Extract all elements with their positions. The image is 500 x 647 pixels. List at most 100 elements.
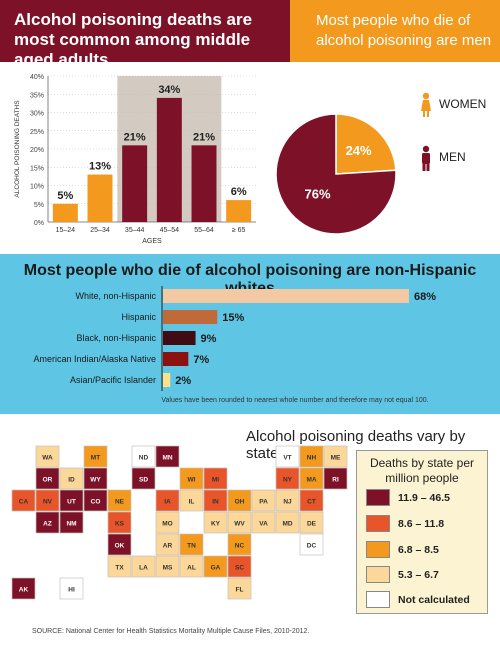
legend-swatch-2 bbox=[366, 515, 390, 532]
state-nd: ND bbox=[131, 445, 156, 468]
race-bar-value: 68% bbox=[414, 291, 436, 303]
state-label: LA bbox=[139, 565, 148, 572]
state-label: VA bbox=[259, 521, 268, 528]
pie-slice bbox=[276, 113, 397, 235]
state-label: CA bbox=[19, 499, 29, 506]
state-ct: CT bbox=[299, 489, 324, 512]
state-label: MI bbox=[212, 477, 219, 484]
state-label: PA bbox=[259, 499, 268, 506]
race-section-background bbox=[0, 254, 500, 414]
state-ca: CA bbox=[11, 489, 36, 512]
race-bar bbox=[163, 310, 218, 324]
y-tick-label: 0% bbox=[34, 220, 44, 227]
state-ne: NE bbox=[107, 489, 132, 512]
state-ok: OK bbox=[107, 533, 132, 556]
state-dc: DC bbox=[299, 533, 324, 556]
x-tick-label: ≥ 65 bbox=[232, 227, 246, 234]
state-label: VT bbox=[283, 455, 291, 462]
state-al: AL bbox=[179, 555, 204, 578]
race-bar-value: 2% bbox=[175, 375, 191, 387]
state-mi: MI bbox=[203, 467, 228, 490]
age-bar-value: 13% bbox=[89, 161, 111, 173]
state-id: ID bbox=[59, 467, 84, 490]
us-state-map: WA OR CA NV ID MT WY UT AZ CO NM ND SD NE KS OK TX MN IA MO… bbox=[11, 445, 348, 600]
state-nm: NM bbox=[59, 511, 84, 534]
pie-slice-value: 24% bbox=[346, 143, 372, 158]
race-bar bbox=[163, 289, 409, 303]
age-chart-title: Alcohol poisoning deaths are most common… bbox=[0, 0, 290, 69]
state-or: OR bbox=[35, 467, 60, 490]
race-category-label: Asian/Pacific Islander bbox=[70, 375, 156, 385]
y-tick-label: 15% bbox=[30, 165, 44, 172]
state-sd: SD bbox=[131, 467, 156, 490]
race-bar-value: 7% bbox=[193, 354, 209, 366]
state-label: FL bbox=[236, 587, 244, 594]
state-label: TN bbox=[187, 543, 196, 550]
pie-slice-value: 76% bbox=[305, 187, 331, 202]
pie-legend-label: WOMEN bbox=[439, 97, 486, 111]
state-ma: MA bbox=[299, 467, 324, 490]
state-ri: RI bbox=[323, 467, 348, 490]
state-label: MS bbox=[163, 565, 173, 572]
state-label: AZ bbox=[43, 521, 52, 528]
pie-legend-label: MEN bbox=[439, 150, 466, 164]
state-label: NY bbox=[283, 477, 293, 484]
state-label: NE bbox=[115, 499, 125, 506]
state-label: NH bbox=[307, 455, 317, 462]
state-co: CO bbox=[83, 489, 108, 512]
state-label: HI bbox=[68, 587, 75, 594]
x-tick-label: 15–24 bbox=[56, 227, 76, 234]
state-label: AL bbox=[187, 565, 196, 572]
state-nh: NH bbox=[299, 445, 324, 468]
state-label: ND bbox=[139, 455, 149, 462]
legend-label-1: 11.9 – 46.5 bbox=[398, 492, 450, 504]
state-label: KY bbox=[211, 521, 221, 528]
male-icon bbox=[422, 145, 430, 171]
race-category-label: Black, non-Hispanic bbox=[76, 333, 156, 343]
state-ms: MS bbox=[155, 555, 180, 578]
age-bar-value: 21% bbox=[124, 131, 146, 143]
pie-slice bbox=[335, 113, 397, 175]
state-label: OR bbox=[43, 477, 53, 484]
state-ny: NY bbox=[275, 467, 300, 490]
state-tx: TX bbox=[107, 555, 132, 578]
race-bar-value: 15% bbox=[222, 312, 244, 324]
legend-swatch-4 bbox=[366, 566, 390, 583]
state-label: MD bbox=[282, 521, 292, 528]
age-bar bbox=[191, 145, 217, 222]
legend-label-5: Not calculated bbox=[398, 594, 470, 606]
map-legend bbox=[356, 450, 488, 614]
state-label: SC bbox=[235, 565, 244, 572]
state-label: RI bbox=[332, 477, 339, 484]
state-ut: UT bbox=[59, 489, 84, 512]
x-tick-label: 55–64 bbox=[194, 227, 214, 234]
race-bar-chart: White, non-Hispanic 68% Hispanic 15% Black, … bbox=[33, 286, 436, 391]
age-bar bbox=[122, 145, 148, 222]
y-axis-label: ALCOHOL POISONING DEATHS bbox=[14, 100, 21, 198]
state-in: IN bbox=[203, 489, 228, 512]
state-mo: MO bbox=[155, 511, 180, 534]
state-mt: MT bbox=[83, 445, 108, 468]
state-me: ME bbox=[323, 445, 348, 468]
state-wa: WA bbox=[35, 445, 60, 468]
legend-label-3: 6.8 – 8.5 bbox=[398, 544, 439, 556]
state-label: AK bbox=[19, 587, 29, 594]
y-tick-label: 20% bbox=[30, 147, 44, 154]
state-label: KS bbox=[115, 521, 125, 528]
race-category-label: American Indian/Alaska Native bbox=[33, 354, 156, 364]
state-label: MT bbox=[91, 455, 100, 462]
state-wi: WI bbox=[179, 467, 204, 490]
state-ks: KS bbox=[107, 511, 132, 534]
state-pa: PA bbox=[251, 489, 276, 512]
state-ar: AR bbox=[155, 533, 180, 556]
legend-label-2: 8.6 – 11.8 bbox=[398, 518, 445, 530]
age-bar-value: 21% bbox=[193, 131, 215, 143]
state-hi: HI bbox=[59, 577, 84, 600]
age-bar bbox=[226, 200, 252, 222]
y-tick-label: 25% bbox=[30, 129, 44, 136]
state-de: DE bbox=[299, 511, 324, 534]
state-label: MO bbox=[162, 521, 172, 528]
legend-swatch-3 bbox=[366, 541, 390, 558]
state-il: IL bbox=[179, 489, 204, 512]
female-icon bbox=[421, 92, 431, 117]
